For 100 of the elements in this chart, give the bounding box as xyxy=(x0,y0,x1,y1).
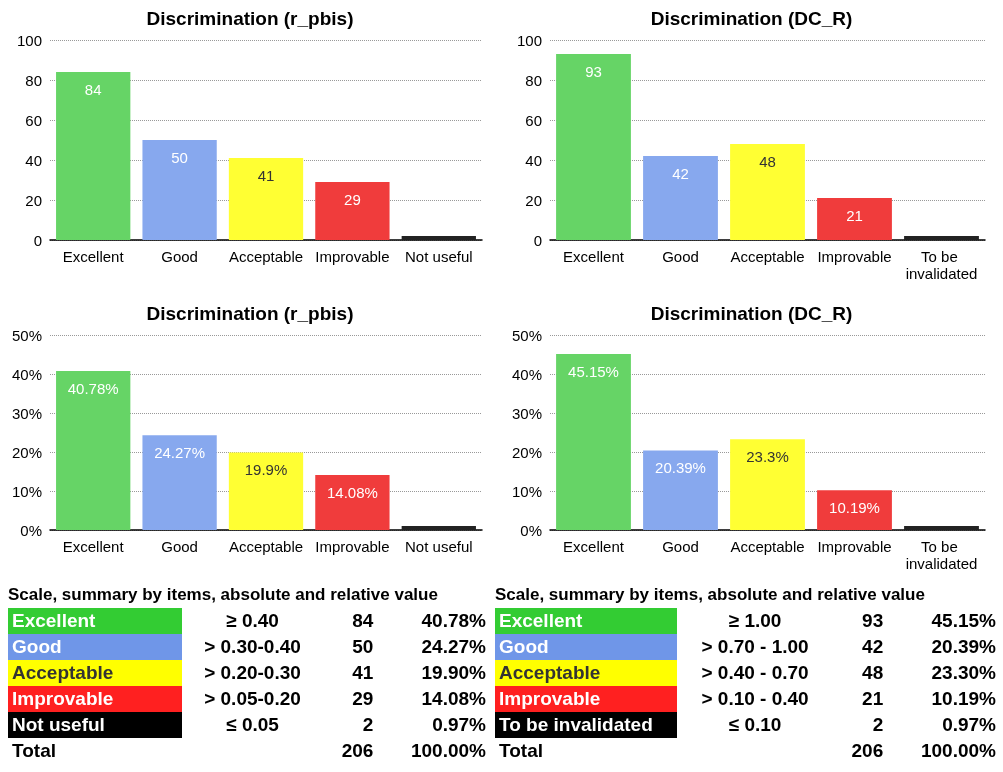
bar xyxy=(817,490,892,530)
y-tick-label: 20% xyxy=(11,443,42,461)
y-tick-label: 40% xyxy=(511,365,542,383)
text: 50 xyxy=(351,635,375,659)
x-tick-label: Acceptable xyxy=(228,248,304,265)
y-tick-label: 100 xyxy=(516,31,542,49)
data-label: 50 xyxy=(171,149,188,166)
bar xyxy=(228,158,304,240)
text: 29 xyxy=(351,687,375,711)
text: ≥ 0.40 xyxy=(225,609,280,633)
x-tick-label: Excellent xyxy=(563,538,625,555)
x-tick-label: Acceptable xyxy=(730,248,805,265)
x-tick-label: Good xyxy=(161,248,198,265)
text: 45.15% xyxy=(930,609,997,633)
y-tick-label: 20 xyxy=(25,191,42,209)
text: ≤ 0.05 xyxy=(225,713,280,737)
category-label: To be invalidated xyxy=(495,712,677,738)
data-label: 48 xyxy=(759,153,776,170)
y-tick-label: 0% xyxy=(520,521,542,539)
text: 84 xyxy=(351,609,375,633)
category-label: Excellent xyxy=(495,608,677,634)
data-label: 40.78% xyxy=(67,379,119,397)
y-tick-label: 40 xyxy=(25,151,42,169)
data-label: 14.08% xyxy=(326,484,378,502)
text: > 0.20-0.30 xyxy=(203,661,302,685)
y-tick-label: 60 xyxy=(25,111,42,129)
text: > 0.05-0.20 xyxy=(203,687,302,711)
text: 0.97% xyxy=(431,713,487,737)
bar xyxy=(142,435,217,530)
y-tick-label: 10% xyxy=(11,482,42,500)
data-label: 24.27% xyxy=(154,444,206,462)
data-label: 41 xyxy=(257,167,275,184)
x-tick-label: Good xyxy=(662,248,699,265)
text: 2 xyxy=(871,713,885,737)
text: 14.08% xyxy=(420,687,487,711)
text: 2 xyxy=(361,713,375,737)
text: 100.00% xyxy=(410,739,487,763)
text: 206 xyxy=(340,739,375,763)
chart-title: Discrimination (DC_R) xyxy=(650,8,853,29)
y-tick-label: 30% xyxy=(511,404,542,422)
y-tick-label: 40 xyxy=(525,151,542,169)
bar xyxy=(643,450,718,530)
bar xyxy=(730,144,805,240)
y-tick-label: 0 xyxy=(33,231,42,249)
y-tick-label: 80 xyxy=(525,71,542,89)
bar xyxy=(730,439,805,530)
category-label: Improvable xyxy=(495,686,677,712)
x-tick-label: To be invalidated xyxy=(905,538,978,572)
y-tick-label: 50% xyxy=(11,326,42,344)
category-label: Improvable xyxy=(8,686,182,712)
x-tick-label: Acceptable xyxy=(730,538,805,555)
text: Scale, summary by items, absolute and relative value xyxy=(8,585,439,605)
bar xyxy=(904,526,979,530)
y-tick-label: 100 xyxy=(16,31,42,49)
category-label: Excellent xyxy=(8,608,182,634)
text: > 0.70 - 1.00 xyxy=(700,635,810,659)
y-tick-label: 40% xyxy=(11,365,42,383)
chart-title: Discrimination (r_pbis) xyxy=(146,303,354,324)
y-tick-label: 10% xyxy=(511,482,542,500)
text: > 0.10 - 0.40 xyxy=(700,687,810,711)
y-tick-label: 60 xyxy=(525,111,542,129)
text: 93 xyxy=(861,609,885,633)
bar xyxy=(904,236,979,240)
data-label: 29 xyxy=(344,191,361,208)
x-tick-label: Excellent xyxy=(563,248,625,265)
bar xyxy=(556,54,631,240)
y-tick-label: 80 xyxy=(25,71,42,89)
data-label: 93 xyxy=(585,63,602,80)
bar xyxy=(142,140,217,240)
x-tick-label: Not useful xyxy=(405,538,473,555)
text: 24.27% xyxy=(420,635,487,659)
category-label: Acceptable xyxy=(8,660,182,686)
x-tick-label: Improvable xyxy=(315,538,390,555)
text: 20.39% xyxy=(930,635,997,659)
bar xyxy=(401,236,476,240)
text: > 0.30-0.40 xyxy=(203,635,302,659)
text: ≥ 1.00 xyxy=(727,609,783,633)
data-label: 20.39% xyxy=(655,459,706,477)
category-label: Total xyxy=(498,739,544,763)
data-label: 84 xyxy=(84,81,102,98)
data-label: 45.15% xyxy=(568,362,619,380)
x-tick-label: Good xyxy=(161,538,198,555)
data-label: 10.19% xyxy=(829,499,880,517)
x-tick-label: Improvable xyxy=(817,538,892,555)
data-label: 23.3% xyxy=(746,448,789,466)
y-tick-label: 30% xyxy=(11,404,42,422)
text: 42 xyxy=(861,635,885,659)
x-tick-label: Excellent xyxy=(62,248,125,265)
x-tick-label: Acceptable xyxy=(228,538,304,555)
bar xyxy=(228,452,304,530)
bar xyxy=(401,526,476,530)
text: 206 xyxy=(850,739,885,763)
text: 100.00% xyxy=(920,739,997,763)
bar xyxy=(56,72,131,240)
text: 41 xyxy=(351,661,375,685)
y-tick-label: 20 xyxy=(525,191,542,209)
x-tick-label: Not useful xyxy=(405,248,473,265)
bar xyxy=(643,156,718,240)
x-tick-label: Improvable xyxy=(817,248,892,265)
x-tick-label: Improvable xyxy=(315,248,390,265)
